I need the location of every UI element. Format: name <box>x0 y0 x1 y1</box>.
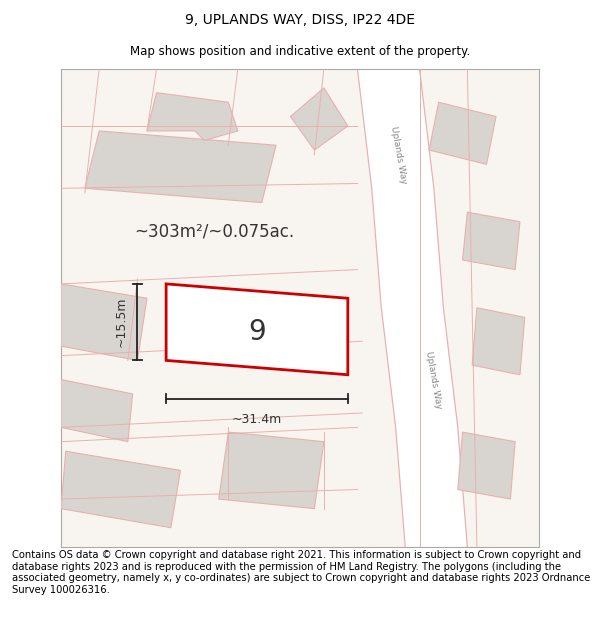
Polygon shape <box>166 284 348 375</box>
Text: 9: 9 <box>248 318 266 346</box>
Text: 9, UPLANDS WAY, DISS, IP22 4DE: 9, UPLANDS WAY, DISS, IP22 4DE <box>185 12 415 27</box>
Polygon shape <box>61 284 147 361</box>
Polygon shape <box>463 212 520 269</box>
Polygon shape <box>61 451 181 528</box>
Text: Contains OS data © Crown copyright and database right 2021. This information is : Contains OS data © Crown copyright and d… <box>12 550 590 595</box>
Polygon shape <box>147 92 238 141</box>
Text: Uplands Way: Uplands Way <box>424 350 443 409</box>
Polygon shape <box>472 308 525 375</box>
Polygon shape <box>85 131 276 202</box>
Polygon shape <box>358 69 467 547</box>
Polygon shape <box>61 379 133 442</box>
Polygon shape <box>458 432 515 499</box>
Text: ~15.5m: ~15.5m <box>115 297 128 348</box>
Text: ~303m²/~0.075ac.: ~303m²/~0.075ac. <box>134 222 294 240</box>
Text: Map shows position and indicative extent of the property.: Map shows position and indicative extent… <box>130 45 470 58</box>
Text: Uplands Way: Uplands Way <box>389 125 407 184</box>
Polygon shape <box>290 88 348 150</box>
Text: ~31.4m: ~31.4m <box>232 413 282 426</box>
Polygon shape <box>219 432 324 509</box>
Polygon shape <box>429 102 496 164</box>
